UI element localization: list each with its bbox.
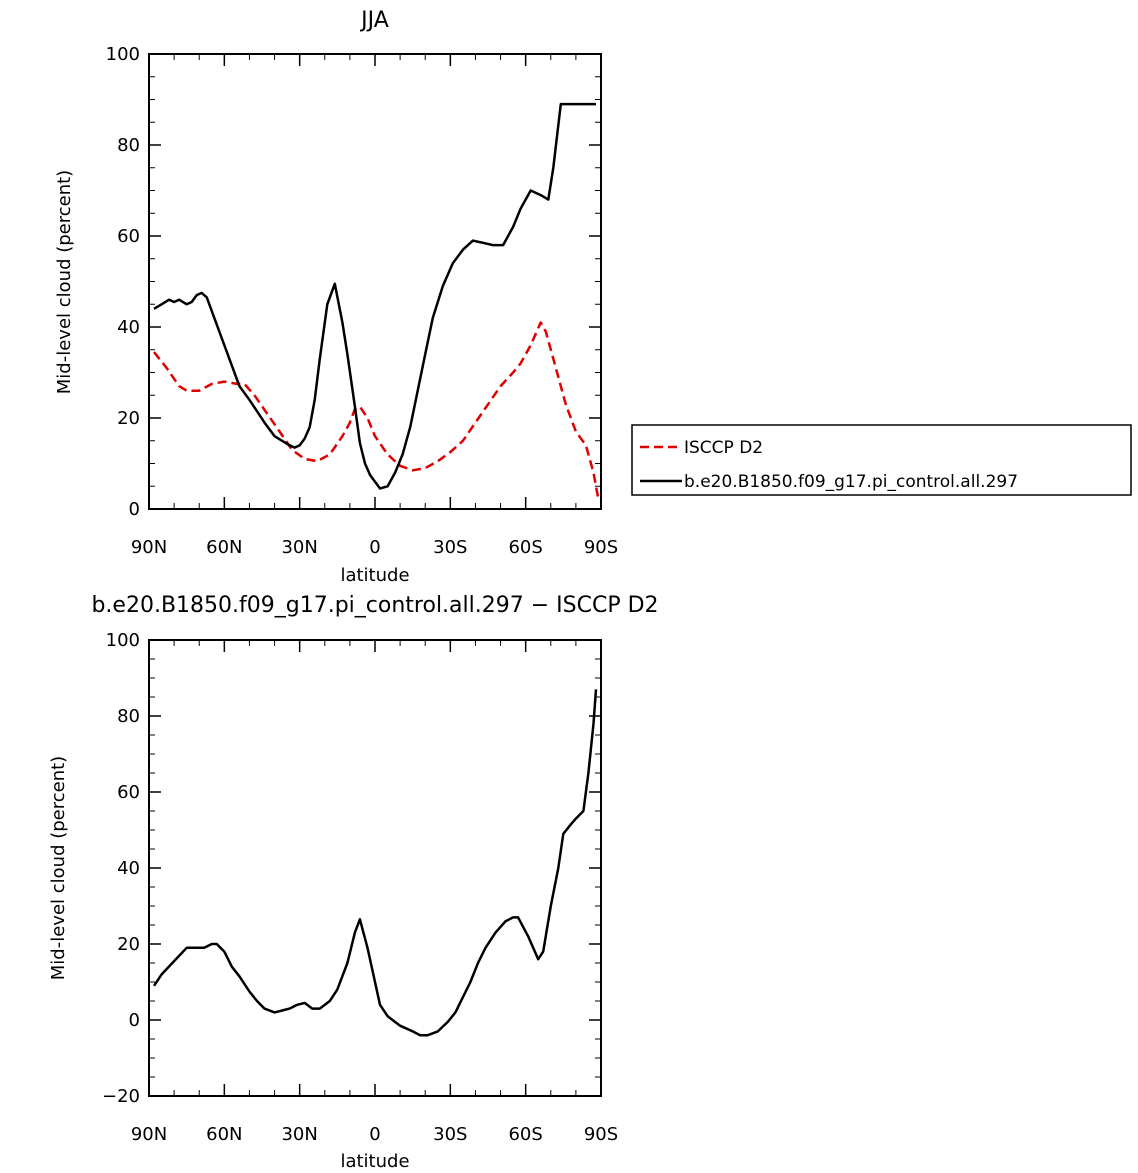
x-axis-label: latitude (340, 565, 409, 586)
x-tick-label: 60S (508, 537, 542, 558)
y-tick-label: 80 (117, 135, 140, 156)
chart-bottom: b.e20.B1850.f09_g17.pi_control.all.297 −… (48, 593, 659, 1172)
y-tick-label: 100 (106, 44, 140, 65)
chart-top: JJA 90N 60N 30N 0 30S 60S 90S 0 20 40 60 80 100 lati… (54, 8, 618, 586)
x-tick-label: 90S (584, 537, 618, 558)
y-tick-label: 60 (117, 226, 140, 247)
x-tick-label: 90N (131, 537, 167, 558)
x-tick-label: 60N (206, 1124, 242, 1145)
series-lines (152, 689, 598, 1037)
y-tick-label: 80 (117, 706, 140, 727)
series-lines (153, 102, 600, 501)
legend-box (631, 424, 1132, 496)
y-tick-label: 20 (117, 934, 140, 955)
y-tick-label: 0 (129, 499, 140, 520)
y-tick-label: −20 (102, 1086, 140, 1107)
series-line-named-1 (153, 102, 596, 490)
x-tick-label: 0 (369, 537, 380, 558)
x-tick-label: 30N (281, 1124, 317, 1145)
x-tick-label: 60S (508, 1124, 542, 1145)
y-tick-label: 40 (117, 317, 140, 338)
axis-ticks: 90N 60N 30N 0 30S 60S 90S −20 0 20 40 60 80 100 (102, 630, 618, 1145)
y-axis-label: Mid-level cloud (percent) (54, 170, 75, 394)
x-axis-label: latitude (340, 1151, 409, 1172)
legend-label-isccp: ISCCP D2 (684, 438, 763, 458)
y-axis-label: Mid-level cloud (percent) (48, 756, 69, 980)
y-tick-label: 100 (106, 630, 140, 651)
series-line-named-0 (153, 321, 600, 501)
series-line-0 (152, 689, 598, 1037)
plot-frame (148, 639, 602, 1097)
axis-ticks: 90N 60N 30N 0 30S 60S 90S 0 20 40 60 80 100 (106, 44, 619, 558)
chart-title: JJA (359, 8, 389, 33)
plot-frame (148, 53, 602, 510)
x-tick-label: 60N (206, 537, 242, 558)
y-tick-label: 60 (117, 782, 140, 803)
y-tick-label: 0 (129, 1010, 140, 1031)
x-tick-label: 30S (433, 1124, 467, 1145)
y-tick-label: 20 (117, 408, 140, 429)
y-tick-label: 40 (117, 858, 140, 879)
x-tick-label: 90S (584, 1124, 618, 1145)
x-tick-label: 90N (131, 1124, 167, 1145)
legend-label-model: b.e20.B1850.f09_g17.pi_control.all.297 (684, 472, 1018, 492)
x-tick-label: 30S (433, 537, 467, 558)
legend: ISCCP D2 b.e20.B1850.f09_g17.pi_control.… (631, 424, 1132, 496)
chart-title: b.e20.B1850.f09_g17.pi_control.all.297 −… (91, 593, 658, 618)
x-tick-label: 30N (281, 537, 317, 558)
x-tick-label: 0 (369, 1124, 380, 1145)
